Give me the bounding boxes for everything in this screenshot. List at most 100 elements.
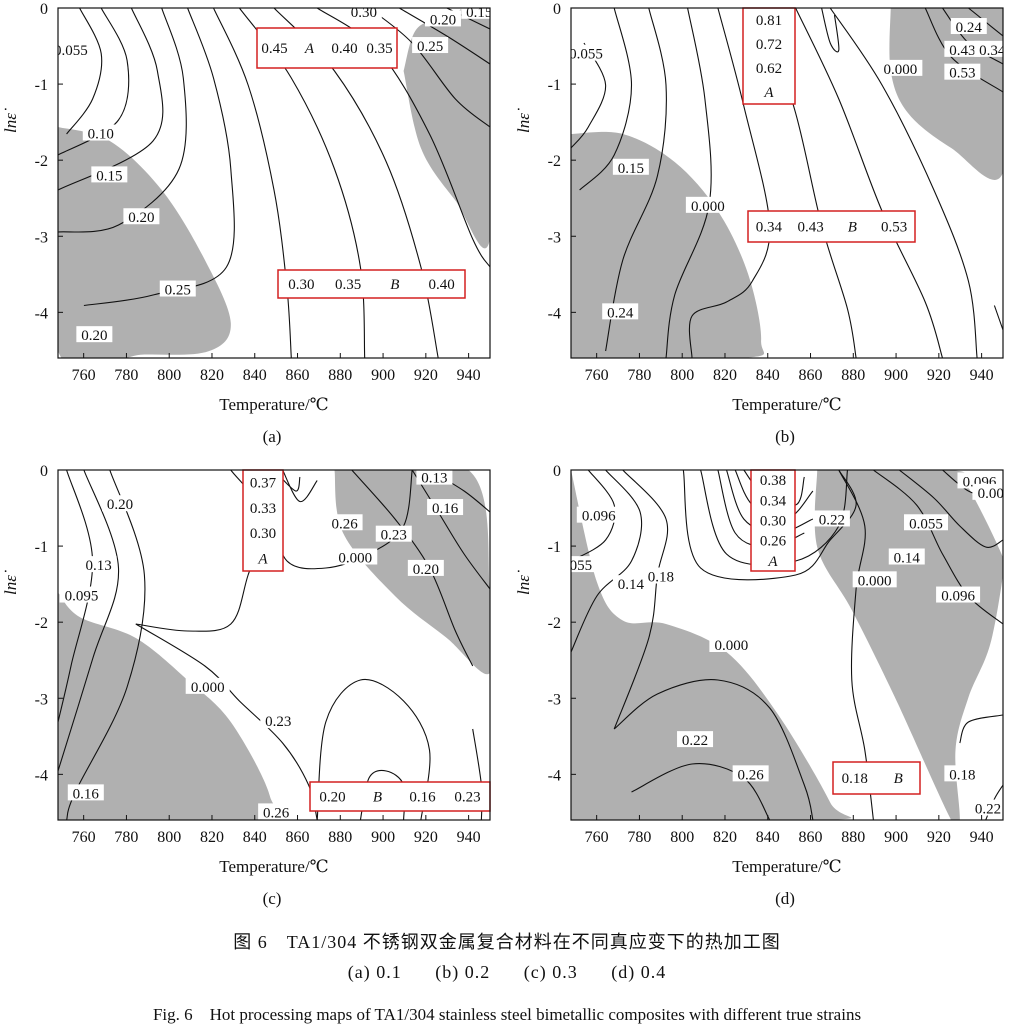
- x-tick-label: 760: [585, 367, 609, 384]
- y-tick-label: 0: [40, 463, 48, 480]
- contour-line: [571, 470, 643, 653]
- region-value: 0.18: [842, 771, 868, 787]
- x-tick-label: 840: [756, 829, 780, 846]
- contour-label: 0.055: [558, 558, 592, 574]
- contour-label: 0.000: [858, 573, 892, 589]
- contour-line: [399, 8, 490, 65]
- contour-label-bg: [258, 803, 295, 820]
- instability-region: [58, 592, 279, 820]
- contour-label-bg: [950, 18, 987, 35]
- region-value: 0.30: [288, 277, 314, 293]
- contour-line: [212, 8, 292, 358]
- contour-label: 0.18: [949, 767, 975, 783]
- x-tick-label: 900: [371, 367, 395, 384]
- x-tick-label: 940: [970, 829, 994, 846]
- x-tick-label: 820: [200, 829, 224, 846]
- region-value: 0.16: [409, 790, 436, 806]
- contour-line: [571, 470, 616, 562]
- x-tick-label: 920: [414, 367, 438, 384]
- contour-label: 0.000: [191, 680, 225, 696]
- contour-label: 0.15: [466, 5, 492, 21]
- y-tick-label: -3: [35, 691, 48, 708]
- subcaption-list: (a) 0.1 (b) 0.2 (c) 0.3 (d) 0.4: [0, 962, 1014, 983]
- contour-label-bg: [602, 303, 639, 320]
- y-tick-label: -3: [548, 691, 561, 708]
- x-tick-label: 880: [328, 829, 352, 846]
- contour-label: 0.055: [909, 516, 943, 532]
- contour-label-bg: [571, 556, 598, 573]
- contour-label-bg: [58, 40, 93, 57]
- contour-label: 0.000: [883, 62, 917, 78]
- contour-label: 0.53: [949, 66, 975, 82]
- x-tick-label: 900: [371, 829, 395, 846]
- contour-label-bg: [67, 784, 104, 801]
- region-label: A: [257, 551, 268, 567]
- x-tick-label: 800: [157, 829, 181, 846]
- contour-label: 0.095: [65, 589, 99, 605]
- x-tick-label: 920: [927, 829, 951, 846]
- contour-label: 0.23: [381, 528, 407, 544]
- region-box-frame: [747, 210, 916, 243]
- contour-label: 0.22: [975, 802, 1001, 818]
- x-tick-label: 780: [114, 367, 138, 384]
- contour-label-bg: [424, 10, 461, 27]
- contour-label-bg: [326, 514, 363, 531]
- contour-line: [795, 8, 944, 358]
- contour-line: [898, 470, 1003, 548]
- y-axis-label: lnε̇: [1, 108, 20, 133]
- contour-label: 0.20: [413, 562, 439, 578]
- x-tick-label: 780: [627, 829, 651, 846]
- x-tick-label: 880: [841, 367, 865, 384]
- region-box-B: 0.34 0.43 B 0.53: [747, 210, 916, 243]
- contour-label: 0.055: [569, 47, 603, 63]
- contour-label-bg: [970, 799, 1003, 816]
- x-tick-label: 920: [927, 367, 951, 384]
- x-axis-label: Temperature/℃: [732, 857, 841, 876]
- contour-line: [682, 470, 857, 581]
- contour-line: [58, 8, 130, 156]
- y-tick-label: -1: [35, 539, 48, 556]
- contour-label: 0.24: [607, 305, 634, 321]
- x-axis-label: Temperature/℃: [219, 395, 328, 414]
- figure-caption-english: Fig. 6 Hot processing maps of TA1/304 st…: [152, 1005, 862, 1024]
- contour-label-bg: [333, 548, 378, 565]
- contour-label-bg: [159, 280, 196, 297]
- x-tick-label: 920: [414, 829, 438, 846]
- region-box-frame: [277, 269, 466, 299]
- contour-line: [613, 679, 814, 820]
- contour-line: [924, 8, 1003, 93]
- subcaption-a: (a) 0.1: [347, 962, 402, 982]
- contour-label: 0.30: [351, 5, 377, 21]
- contour-label: 0.13: [421, 471, 447, 487]
- region-value: 0.35: [335, 277, 361, 293]
- x-axis-label: Temperature/℃: [732, 395, 841, 414]
- region-label: A: [304, 41, 315, 57]
- y-tick-label: -4: [548, 767, 561, 784]
- contour-line: [631, 763, 771, 820]
- panel-label: (c): [263, 889, 282, 908]
- region-value: 0.20: [319, 790, 345, 806]
- x-tick-label: 820: [713, 367, 737, 384]
- contour-label-bg: [878, 59, 923, 76]
- region-value: 0.23: [454, 790, 480, 806]
- region-box-B: 0.18 B: [832, 761, 921, 795]
- contour-label-bg: [944, 40, 981, 57]
- y-tick-label: -1: [548, 77, 561, 94]
- contour-label-bg: [685, 196, 730, 213]
- contour-line: [83, 8, 235, 307]
- region-value: 0.34: [756, 220, 783, 236]
- region-value: 0.62: [756, 61, 782, 77]
- x-tick-label: 800: [157, 367, 181, 384]
- contour-line: [368, 8, 490, 128]
- contour-label: 0.055: [54, 43, 88, 59]
- region-label: B: [390, 277, 399, 293]
- contour-label: 0.000: [691, 199, 725, 215]
- region-box-B: 0.30 0.35 B 0.40: [277, 269, 466, 299]
- contour-label-bg: [416, 470, 453, 485]
- region-label: A: [767, 554, 778, 570]
- y-tick-label: -1: [548, 539, 561, 556]
- contour-label: 0.15: [96, 168, 122, 184]
- contour-label: 0.26: [738, 767, 765, 783]
- contour-label: 0.20: [81, 328, 107, 344]
